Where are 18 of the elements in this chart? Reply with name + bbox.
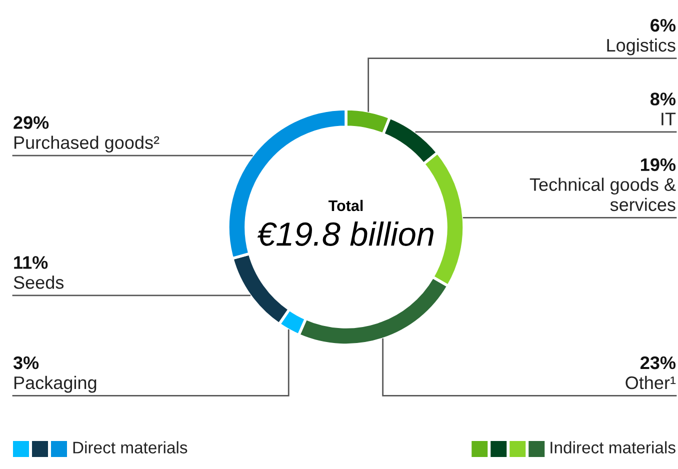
data-label: 3% (13, 356, 39, 370)
text: Total (328, 200, 363, 212)
slice-label: Packaging (14, 376, 96, 393)
text: Direct materials (73, 441, 188, 454)
slice-label: Logistics (607, 38, 676, 56)
slice-label: Purchased goods² (14, 136, 160, 153)
slice-label: Other¹ (626, 376, 676, 390)
text: Indirect materials (550, 441, 676, 454)
data-label: 23% (640, 356, 676, 370)
data-label: 11% (14, 256, 48, 269)
slice-label: IT (662, 112, 676, 126)
slice-label: Seeds (14, 276, 64, 289)
slice-label: Technical goods & services (530, 178, 676, 212)
data-label: 29% (14, 116, 49, 129)
data-label: 8% (650, 92, 676, 106)
data-label: 19% (641, 158, 676, 172)
data-label: 6% (650, 18, 676, 32)
text: €19.8 billion (257, 221, 434, 246)
